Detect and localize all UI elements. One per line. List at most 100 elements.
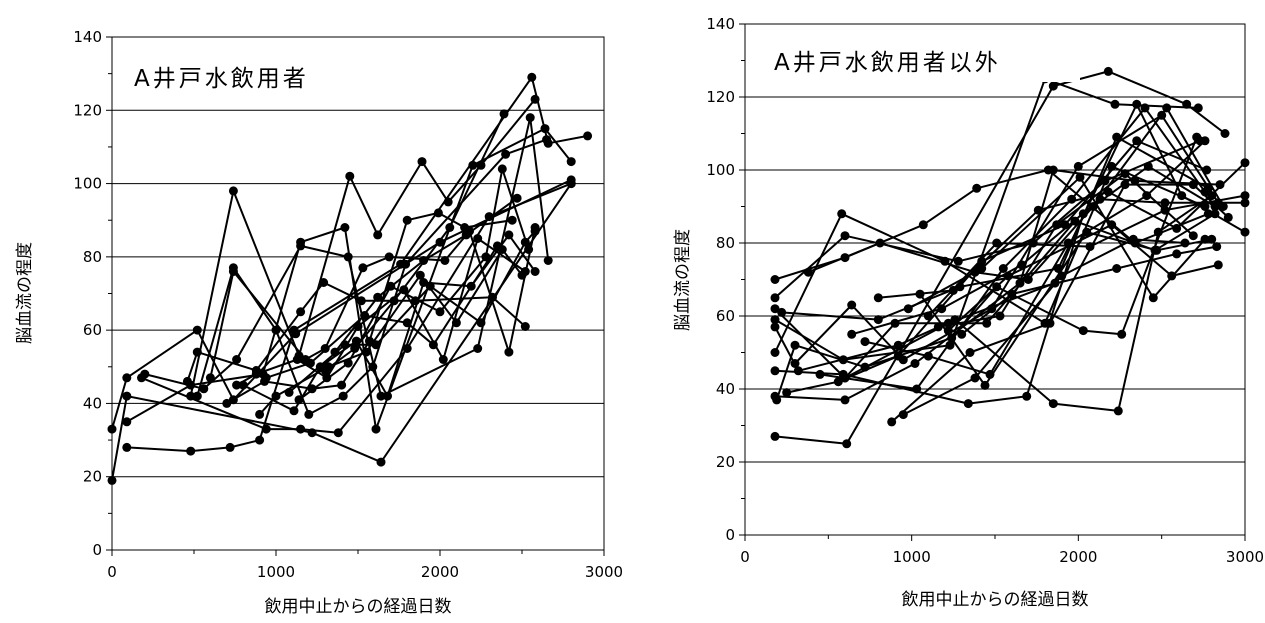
series-line-26 <box>947 223 1219 332</box>
data-point <box>228 267 238 276</box>
x-tick-label: 0 <box>107 563 117 581</box>
data-point <box>512 193 522 203</box>
data-point <box>1215 180 1225 190</box>
y-axis-ticks: 0 20 40 60 80 100 120 140 <box>73 28 112 559</box>
data-point <box>923 351 933 361</box>
title-box <box>760 38 1080 82</box>
data-point <box>1193 103 1203 113</box>
data-point <box>419 278 429 287</box>
data-point <box>1220 129 1230 138</box>
data-point <box>1152 245 1162 255</box>
data-point <box>1117 329 1127 339</box>
data-point <box>320 366 330 375</box>
data-point <box>520 322 530 331</box>
chart-title: A井戸水飲用者以外 <box>774 50 1001 76</box>
series-group <box>770 66 1250 449</box>
series-line-5 <box>774 194 1213 412</box>
data-point <box>186 391 196 401</box>
data-point <box>957 329 967 339</box>
y-tick-label: 120 <box>706 88 735 106</box>
data-point <box>497 164 507 174</box>
series-line-15 <box>265 245 499 379</box>
data-point <box>122 417 132 427</box>
data-point <box>271 391 281 401</box>
data-point <box>837 209 847 219</box>
data-point <box>358 263 368 273</box>
data-point <box>953 256 963 266</box>
x-axis-ticks: 0 1000 2000 3000 <box>740 535 1264 566</box>
data-point <box>1148 293 1158 303</box>
data-point <box>402 318 412 328</box>
data-point <box>107 475 117 485</box>
data-point <box>982 318 992 328</box>
data-point <box>443 197 453 207</box>
data-point <box>873 315 883 325</box>
data-point <box>343 252 353 262</box>
data-point <box>371 340 381 350</box>
data-point <box>499 109 509 119</box>
data-point <box>122 442 132 452</box>
data-point <box>965 348 975 357</box>
data-point <box>504 230 514 240</box>
data-point <box>289 406 299 416</box>
data-point <box>937 304 947 314</box>
data-point <box>232 380 242 390</box>
chart-title: A井戸水飲用者 <box>134 66 309 92</box>
data-point <box>384 252 394 262</box>
data-point <box>199 384 209 394</box>
x-axis-label: 飲用中止からの経過日数 <box>265 597 452 617</box>
data-point <box>542 135 552 145</box>
data-point <box>343 358 353 368</box>
data-point <box>1107 220 1117 230</box>
data-point <box>473 234 483 243</box>
data-point <box>284 387 294 397</box>
data-point <box>770 275 780 284</box>
chart-non-a-well-drinkers: 0 20 40 60 80 100 120 140 0 1000 2000 3000 A井戸水飲用者… <box>673 15 1264 610</box>
data-point <box>860 337 870 347</box>
data-point <box>777 307 787 317</box>
y-tick-label: 20 <box>83 468 102 486</box>
data-point <box>840 373 850 383</box>
data-point <box>1212 242 1222 252</box>
data-point <box>1132 136 1142 146</box>
data-point <box>504 347 514 357</box>
data-point <box>192 391 202 401</box>
data-point <box>1188 180 1198 190</box>
data-point <box>1033 205 1043 215</box>
data-point <box>842 439 852 449</box>
data-point <box>1207 234 1217 244</box>
data-point <box>438 355 448 364</box>
data-point <box>337 380 347 390</box>
y-tick-label: 60 <box>716 307 735 325</box>
y-tick-label: 120 <box>73 101 102 119</box>
data-point <box>517 270 527 280</box>
data-point <box>898 355 908 365</box>
data-point <box>847 329 857 339</box>
data-point <box>985 369 995 379</box>
data-point <box>980 380 990 390</box>
data-point <box>977 256 987 266</box>
x-tick-label: 3000 <box>585 563 623 581</box>
y-tick-label: 40 <box>83 394 102 412</box>
data-point <box>1007 289 1017 299</box>
data-point <box>1223 212 1233 222</box>
x-axis-label: 飲用中止からの経過日数 <box>902 590 1089 610</box>
x-axis-ticks: 0 1000 2000 3000 <box>107 550 623 581</box>
series-line-6 <box>774 77 1199 361</box>
data-point <box>476 318 486 328</box>
data-point <box>361 347 371 357</box>
series-group <box>107 72 593 485</box>
data-point <box>333 428 343 438</box>
data-point <box>507 215 517 225</box>
data-point <box>345 171 355 181</box>
y-tick-label: 40 <box>716 380 735 398</box>
data-point <box>1172 249 1182 259</box>
data-point <box>1095 194 1105 204</box>
data-point <box>251 369 261 379</box>
data-point <box>415 270 425 280</box>
data-point <box>915 289 925 299</box>
data-point <box>898 410 908 420</box>
data-point <box>205 373 215 383</box>
data-point <box>525 113 535 123</box>
data-point <box>1218 202 1228 211</box>
